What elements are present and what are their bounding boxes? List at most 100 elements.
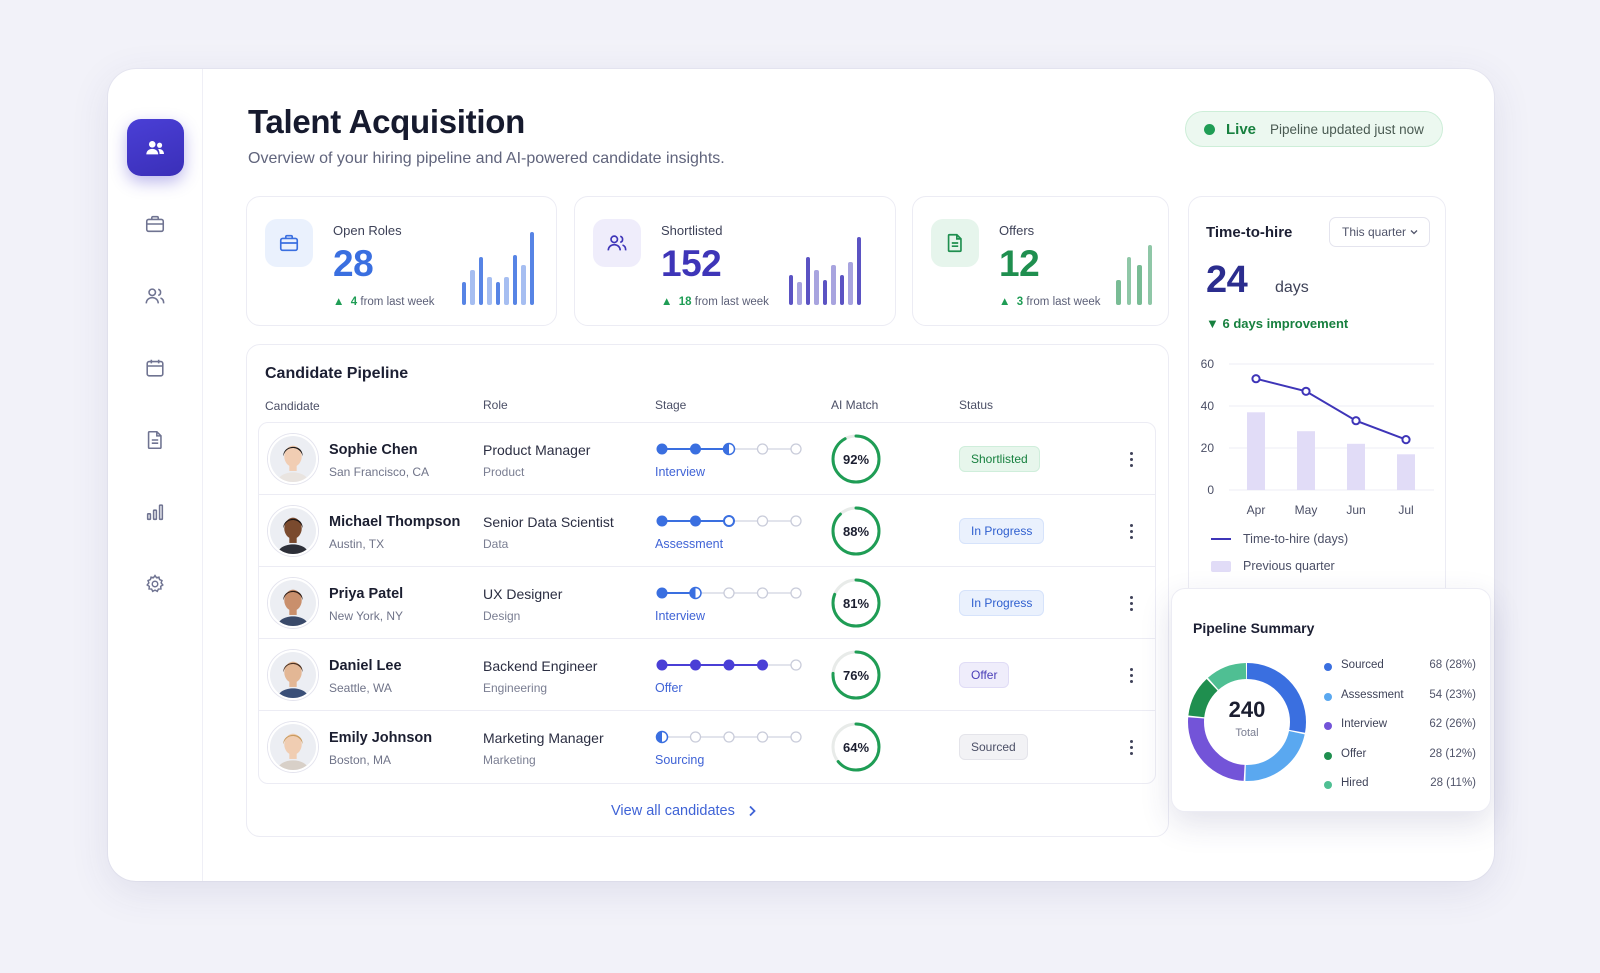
candidate-location: Austin, TX xyxy=(329,537,385,551)
stat-delta: ▲ 18 from last week xyxy=(661,296,769,308)
candidate-name[interactable]: Sophie Chen xyxy=(329,442,418,458)
sidebar-item-jobs[interactable] xyxy=(137,206,173,242)
view-all-candidates-link[interactable]: View all candidates xyxy=(611,803,757,819)
ai-match-ring xyxy=(831,650,881,700)
stat-label: Offers xyxy=(999,223,1035,238)
candidate-pipeline-card: Candidate Pipeline Candidate Role Stage … xyxy=(246,344,1169,837)
avatar xyxy=(268,650,318,700)
avatar xyxy=(268,722,318,772)
chart-bar xyxy=(1297,431,1315,490)
sidebar-item-settings[interactable] xyxy=(137,566,173,602)
stat-label: Shortlisted xyxy=(661,223,723,238)
document-icon xyxy=(931,219,979,267)
x-tick-label: Jul xyxy=(1398,503,1413,517)
up-arrow-icon: ▲ xyxy=(333,296,345,308)
sparkline-bar xyxy=(831,265,836,305)
sidebar-item-calendar[interactable] xyxy=(137,350,173,386)
more-options-icon[interactable] xyxy=(1121,663,1141,687)
candidate-name[interactable]: Michael Thompson xyxy=(329,514,461,530)
sidebar-item-candidates[interactable] xyxy=(126,119,184,176)
candidate-name[interactable]: Emily Johnson xyxy=(329,730,433,746)
stage-progress xyxy=(656,659,802,671)
status-badge: Sourced xyxy=(959,734,1028,760)
legend-line-label: Time-to-hire (days) xyxy=(1243,532,1349,546)
x-tick-label: Jun xyxy=(1346,503,1365,517)
stage-label: Offer xyxy=(655,681,683,695)
avatar xyxy=(268,578,318,628)
sidebar-item-team[interactable] xyxy=(137,278,173,314)
period-select[interactable]: This quarter xyxy=(1329,217,1430,247)
summary-item-value: 28 (12%) xyxy=(1429,747,1476,760)
summary-item: Interview 62 (26%) xyxy=(1324,718,1476,734)
table-row[interactable]: Emily Johnson Boston, MA Marketing Manag… xyxy=(259,711,1155,783)
ai-match-value: 64% xyxy=(842,739,870,755)
ai-match-value: 88% xyxy=(842,523,870,539)
summary-item: Hired 28 (11%) xyxy=(1324,777,1476,793)
sparkline-bar xyxy=(822,280,827,305)
more-options-icon[interactable] xyxy=(1121,735,1141,759)
sparkline xyxy=(461,232,534,305)
stat-card-shortlisted[interactable]: Shortlisted 152 ▲ 18 from last week xyxy=(574,196,896,326)
summary-item: Offer 28 (12%) xyxy=(1324,748,1476,764)
calendar-icon xyxy=(146,359,164,377)
users-icon xyxy=(593,219,641,267)
chart-point xyxy=(1401,435,1411,445)
sparkline-bar xyxy=(504,277,509,305)
chart-line xyxy=(1255,377,1407,441)
pipeline-summary-card: Pipeline Summary 240 Total Sourced 68 (2… xyxy=(1171,588,1491,812)
table-row[interactable]: Michael Thompson Austin, TX Senior Data … xyxy=(259,495,1155,567)
role-department: Marketing xyxy=(483,753,536,767)
sparkline-bar xyxy=(848,262,853,305)
sidebar xyxy=(108,69,203,881)
stage-label: Assessment xyxy=(655,537,724,551)
sparkline-bar xyxy=(805,257,810,305)
more-options-icon[interactable] xyxy=(1121,519,1141,543)
candidate-name[interactable]: Daniel Lee xyxy=(329,658,402,674)
table-row[interactable]: Sophie Chen San Francisco, CA Product Ma… xyxy=(259,423,1155,495)
donut-total: 240 xyxy=(1228,697,1266,722)
column-header-status: Status xyxy=(959,398,994,412)
users-icon xyxy=(146,140,164,154)
period-select-value: This quarter xyxy=(1342,225,1407,239)
legend-dot xyxy=(1324,722,1332,730)
stat-delta: ▲ 3 from last week xyxy=(999,296,1101,308)
role-department: Design xyxy=(483,609,521,623)
column-header-role: Role xyxy=(483,398,508,412)
briefcase-icon xyxy=(265,219,313,267)
sidebar-item-analytics[interactable] xyxy=(137,494,173,530)
donut-segment xyxy=(1188,663,1306,781)
more-options-icon[interactable] xyxy=(1121,591,1141,615)
table-row[interactable]: Priya Patel New York, NY UX Designer Des… xyxy=(259,567,1155,639)
candidate-table: Sophie Chen San Francisco, CA Product Ma… xyxy=(258,422,1156,784)
sidebar-item-documents[interactable] xyxy=(137,422,173,458)
sparkline-bar xyxy=(788,275,793,305)
sparkline-bar xyxy=(1137,265,1142,305)
legend-item-bar: Previous quarter xyxy=(1211,559,1335,573)
status-badge: In Progress xyxy=(959,518,1045,544)
time-to-hire-delta-text: 6 days improvement xyxy=(1222,316,1349,331)
more-options-icon[interactable] xyxy=(1121,447,1141,471)
stat-card-offers[interactable]: Offers 12 ▲ 3 from last week xyxy=(912,196,1169,326)
sparkline-bar xyxy=(797,282,802,305)
stat-card-open-roles[interactable]: Open Roles 28 ▲ 4 from last week xyxy=(246,196,557,326)
x-tick-label: May xyxy=(1295,503,1318,517)
stage-progress xyxy=(656,515,802,527)
sparkline-bar xyxy=(814,270,819,305)
sparkline-bar xyxy=(461,282,466,305)
summary-item-value: 54 (23%) xyxy=(1429,688,1476,701)
bar-chart-icon xyxy=(146,504,164,521)
sparkline-bar xyxy=(1126,257,1131,305)
role-title: UX Designer xyxy=(483,586,563,602)
summary-item-name: Sourced xyxy=(1341,659,1384,671)
legend-dot xyxy=(1324,663,1332,671)
role-title: Marketing Manager xyxy=(483,730,604,746)
table-row[interactable]: Daniel Lee Seattle, WA Backend Engineer … xyxy=(259,639,1155,711)
briefcase-icon xyxy=(145,215,165,233)
role-department: Data xyxy=(483,537,509,551)
legend-dot xyxy=(1324,751,1332,760)
stat-delta-value: 3 xyxy=(1016,296,1024,308)
down-arrow-icon: ▼ xyxy=(1206,316,1219,331)
stat-value: 28 xyxy=(333,243,374,284)
status-badge: Offer xyxy=(959,662,1010,688)
candidate-name[interactable]: Priya Patel xyxy=(329,586,404,602)
